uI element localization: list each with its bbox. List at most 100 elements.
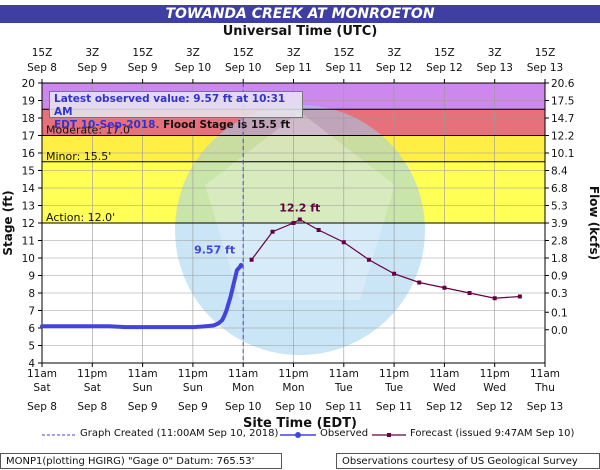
x-bottom-tick-time: 11am — [530, 368, 560, 380]
y-right-tick-label: 8.4 — [551, 166, 568, 178]
y-right-tick-label: 6.8 — [551, 183, 568, 195]
forecast-point — [297, 217, 302, 222]
x-bottom-tick-time: 11am — [27, 368, 57, 380]
graph-created-swatch — [42, 434, 76, 436]
x-top-tick-time: 3Z — [186, 47, 200, 59]
y-right-tick-label: 10.1 — [551, 148, 574, 160]
y-left-tick-label: 10 — [22, 253, 35, 265]
latest-value-text: Latest observed value: 9.57 ft at 10:31 … — [54, 93, 286, 118]
x-bottom-tick-date: Sep 12 — [476, 401, 513, 413]
y-left-tick-label: 15 — [22, 166, 35, 178]
x-bottom-tick-date: Sep 10 — [225, 401, 262, 413]
observed-line — [40, 263, 244, 330]
x-bottom-tick-time: 11pm — [480, 368, 510, 380]
x-bottom-tick-date: Sep 13 — [527, 401, 564, 413]
x-top-tick-date: Sep 13 — [476, 62, 513, 74]
x-bottom-tick-date: Sep 8 — [27, 401, 57, 413]
x-top-tick-time: 15Z — [535, 47, 556, 59]
x-top-tick-time: 3Z — [85, 47, 99, 59]
x-bottom-tick-date: Sep 10 — [275, 401, 312, 413]
x-bottom-tick-day: Wed — [433, 382, 456, 394]
x-top-tick-date: Sep 9 — [128, 62, 158, 74]
y-right-tick-label: 5.3 — [551, 201, 568, 213]
observed-legend: Observed — [320, 428, 369, 439]
x-bottom-tick-day: Tue — [384, 382, 403, 394]
x-bottom-tick-time: 11am — [329, 368, 359, 380]
y-right-tick-label: 0.3 — [551, 288, 568, 300]
y-left-tick-label: 19 — [22, 96, 35, 108]
threshold-label-action: Action: 12.0' — [46, 211, 115, 224]
y-right-tick-label: 20.6 — [551, 78, 575, 90]
x-top-tick-date: Sep 8 — [27, 62, 57, 74]
forecast-point — [291, 221, 296, 225]
y-left-tick-label: 12 — [22, 218, 35, 230]
y-right-tick-label: 3.9 — [551, 218, 568, 230]
x-bottom-tick-time: 11pm — [178, 368, 208, 380]
x-bottom-tick-day: Sun — [133, 382, 153, 394]
observed-swatch — [280, 432, 316, 438]
forecast-swatch — [372, 433, 406, 437]
x-bottom-tick-day: Sun — [183, 382, 203, 394]
legend: Graph Created (11:00AM Sep 10, 2018) Obs… — [42, 428, 574, 442]
y-left-tick-label: 13 — [22, 201, 35, 213]
x-top-tick-date: Sep 9 — [77, 62, 107, 74]
y-left-tick-label: 16 — [22, 148, 36, 160]
forecast-point — [249, 257, 254, 262]
x-top-tick-time: 3Z — [488, 47, 502, 59]
forecast-point — [517, 294, 522, 299]
x-bottom-tick-time: 11am — [228, 368, 258, 380]
y-left-tick-label: 4 — [28, 358, 35, 370]
x-bottom-tick-day: Mon — [282, 382, 304, 394]
forecast-point — [492, 296, 497, 301]
x-bottom-tick-day: Tue — [334, 382, 353, 394]
watermark-disc — [175, 105, 425, 355]
x-top-tick-time: 15Z — [132, 47, 153, 59]
x-top-tick-time: 3Z — [287, 47, 301, 59]
x-top-tick-date: Sep 12 — [426, 62, 463, 74]
utc-axis-title: Universal Time (UTC) — [222, 24, 378, 39]
chart-title: TOWANDA CREEK AT MONROETON — [0, 5, 600, 23]
forecast-legend: Forecast (issued 9:47AM Sep 10) — [410, 428, 575, 439]
x-top-tick-time: 15Z — [434, 47, 455, 59]
x-bottom-tick-time: 11pm — [379, 368, 409, 380]
x-bottom-tick-time: 11pm — [278, 368, 308, 380]
forecast-point — [270, 229, 275, 234]
watermark-shield — [205, 112, 395, 300]
x-bottom-tick-date: Sep 8 — [77, 401, 107, 413]
x-bottom-tick-date: Sep 9 — [128, 401, 158, 413]
latest-date-text: EDT 10-Sep-2018. — [54, 119, 160, 131]
x-top-tick-date: Sep 13 — [527, 62, 564, 74]
x-top-tick-time: 3Z — [387, 47, 401, 59]
y-left-tick-label: 17 — [22, 131, 35, 143]
y-right-tick-label: 14.7 — [551, 113, 574, 125]
forecast-point — [341, 240, 346, 245]
edt-axis-title: Site Time (EDT) — [242, 416, 357, 431]
x-bottom-tick-day: Thu — [534, 382, 555, 394]
latest-observation-box: Latest observed value: 9.57 ft at 10:31 … — [49, 91, 303, 131]
x-bottom-tick-day: Sat — [33, 382, 50, 394]
x-bottom-tick-date: Sep 12 — [426, 401, 463, 413]
forecast-point — [316, 228, 321, 232]
forecast-point — [366, 257, 371, 262]
y-left-tick-label: 20 — [22, 78, 35, 90]
threshold-label-minor: Minor: 15.5' — [46, 150, 111, 163]
x-top-tick-time: 15Z — [233, 47, 254, 59]
graph-created-legend: Graph Created (11:00AM Sep 10, 2018) — [80, 428, 279, 439]
threshold-label-moderate: Moderate: 17.0' — [46, 124, 133, 137]
x-top-tick-time: 15Z — [32, 47, 53, 59]
y-left-tick-label: 8 — [28, 288, 35, 300]
y-right-tick-label: 2.8 — [551, 236, 568, 248]
x-bottom-tick-date: Sep 11 — [376, 401, 413, 413]
x-top-tick-date: Sep 10 — [225, 62, 262, 74]
y-left-tick-label: 7 — [28, 306, 35, 318]
y-left-tick-label: 14 — [22, 183, 36, 195]
y-left-tick-label: 11 — [22, 236, 35, 248]
forecast-point — [442, 285, 447, 290]
x-top-tick-date: Sep 12 — [376, 62, 413, 74]
y-right-tick-label: 17.5 — [551, 96, 574, 108]
x-bottom-tick-time: 11am — [128, 368, 158, 380]
x-top-tick-date: Sep 11 — [326, 62, 363, 74]
x-bottom-tick-day: Wed — [483, 382, 506, 394]
